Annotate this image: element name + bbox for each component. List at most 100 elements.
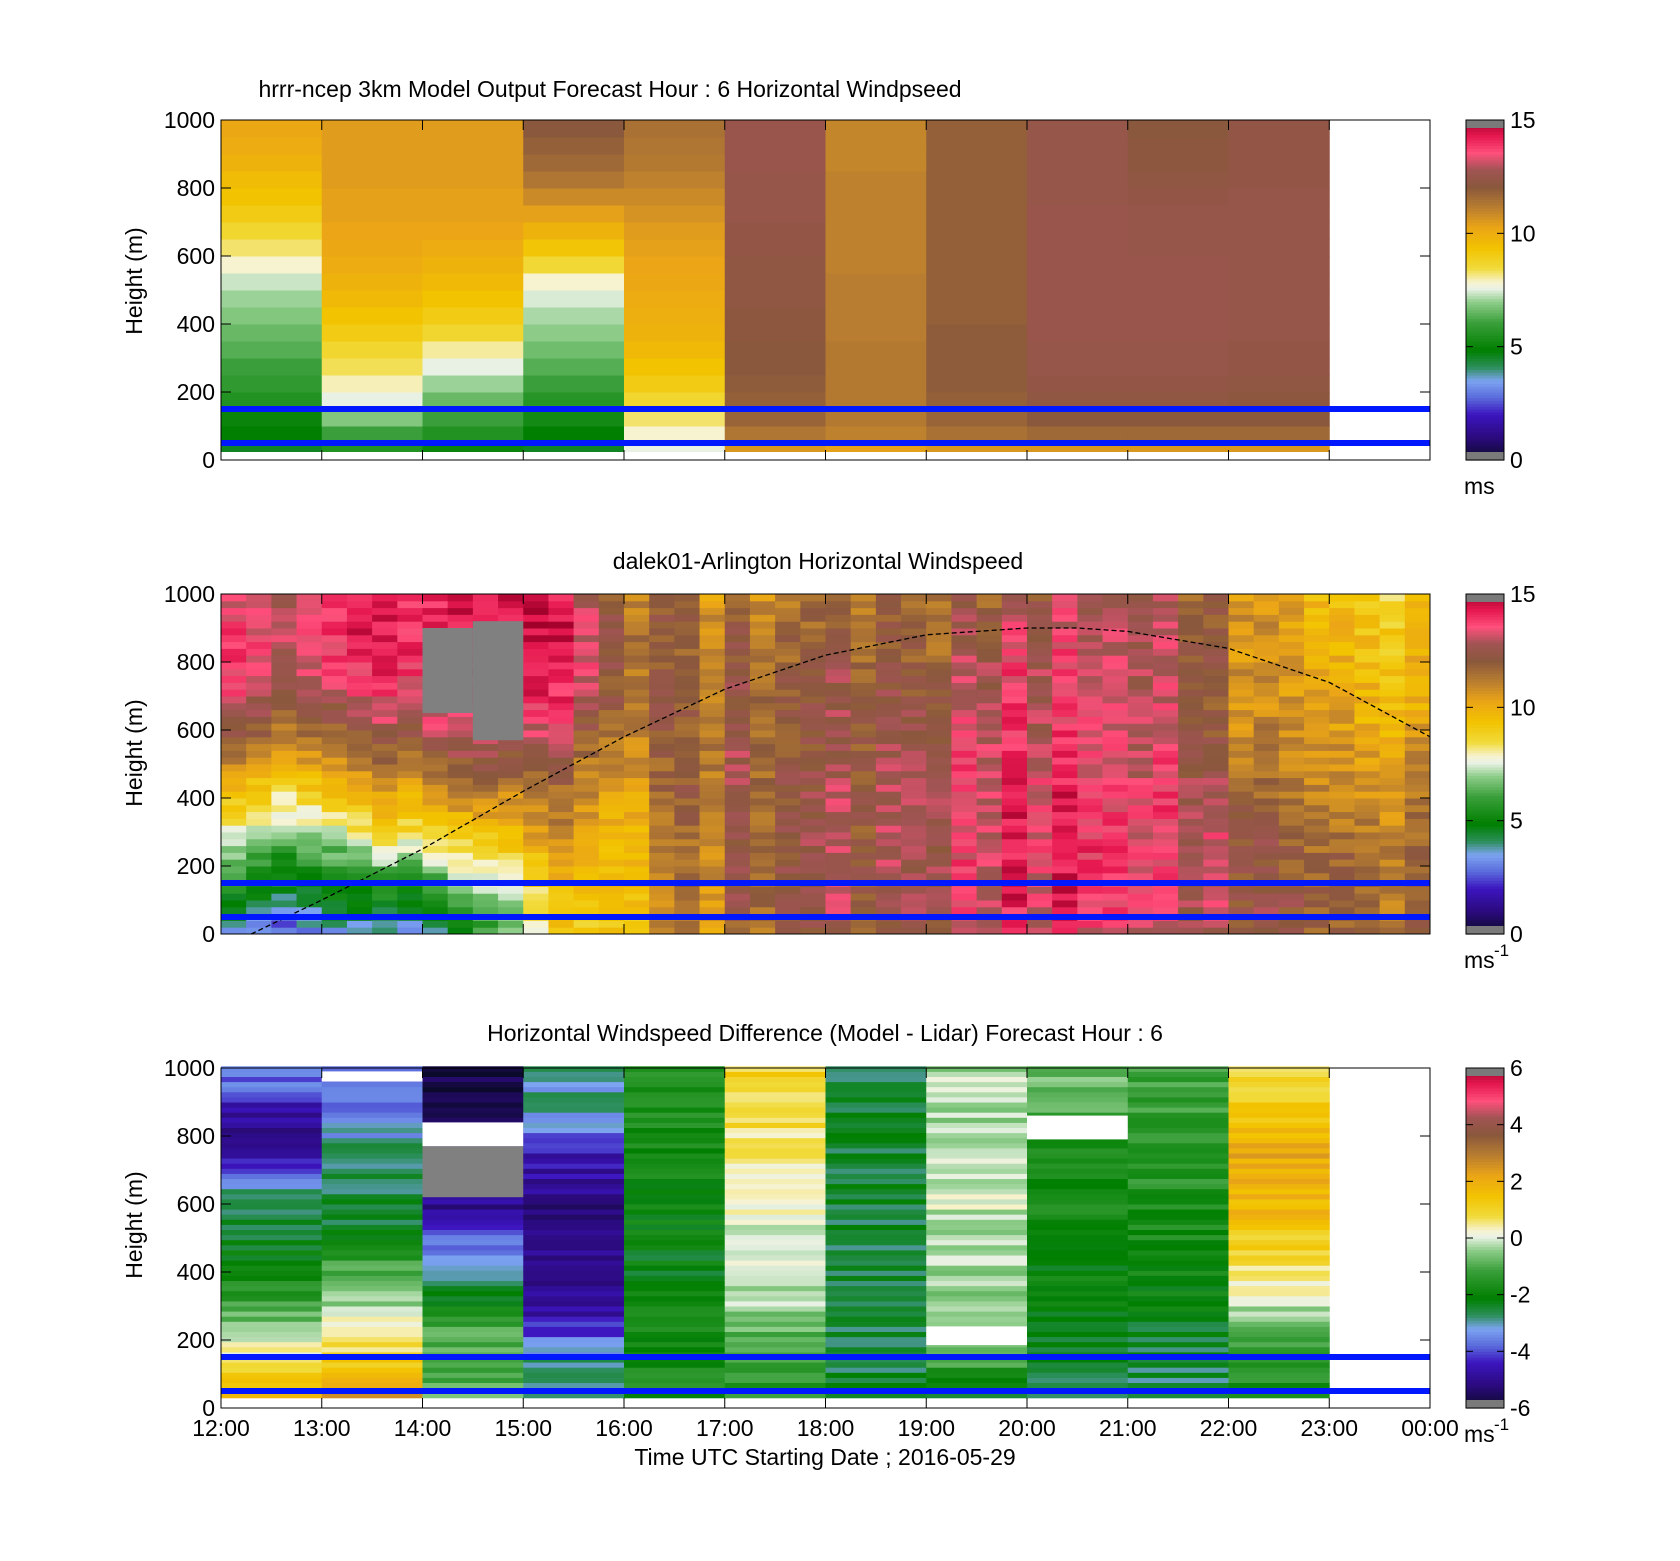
- heatmap-cell: [472, 825, 499, 833]
- heatmap-cell: [422, 1295, 524, 1302]
- heatmap-cell: [624, 443, 726, 452]
- heatmap-cell: [749, 709, 776, 717]
- heatmap-cell: [472, 764, 499, 772]
- heatmap-cell: [1127, 1326, 1229, 1332]
- heatmap-cell: [598, 662, 625, 670]
- heatmap-cell: [825, 675, 852, 683]
- heatmap-cell: [1354, 634, 1381, 643]
- heatmap-cell: [901, 920, 927, 928]
- heatmap-cell: [1127, 770, 1154, 779]
- heatmap-cell: [498, 791, 524, 799]
- heatmap-cell: [1102, 634, 1129, 643]
- heatmap-cell: [221, 1091, 323, 1098]
- heatmap-cell: [1278, 764, 1305, 772]
- heatmap-cell: [321, 256, 423, 274]
- heatmap-cell: [321, 1331, 423, 1338]
- heatmap-cell: [825, 1249, 927, 1256]
- heatmap-cell: [875, 696, 902, 704]
- heatmap-cell: [624, 852, 650, 860]
- heatmap-cell: [674, 743, 701, 751]
- colorbar-segment: [1466, 653, 1504, 657]
- heatmap-cell: [296, 866, 323, 874]
- heatmap-cell: [1077, 906, 1104, 915]
- x-tick-label: 21:00: [1099, 1415, 1157, 1441]
- heatmap-cell: [800, 696, 826, 704]
- heatmap-cell: [724, 1158, 826, 1164]
- heatmap-cell: [1354, 750, 1381, 758]
- heatmap-cell: [674, 791, 701, 799]
- y-tick-label: 800: [177, 649, 215, 675]
- heatmap-cell: [1228, 1306, 1330, 1312]
- heatmap-cell: [523, 358, 625, 376]
- heatmap-cell: [1077, 838, 1104, 847]
- heatmap-cell: [1027, 1341, 1129, 1348]
- heatmap-cell: [1127, 1147, 1229, 1154]
- heatmap-cell: [1228, 736, 1255, 745]
- heatmap-cell: [1127, 341, 1229, 359]
- heatmap-cell: [1001, 845, 1028, 853]
- heatmap-cell: [346, 648, 373, 656]
- heatmap-cell: [321, 205, 423, 223]
- heatmap-cell: [775, 811, 801, 819]
- colorbar-frame: [1465, 593, 1505, 935]
- heatmap-cell: [221, 791, 247, 799]
- heatmap-cell: [1027, 702, 1053, 711]
- heatmap-cell: [724, 1331, 826, 1338]
- heatmap-cell: [825, 1239, 927, 1246]
- heatmap-cell: [1102, 764, 1129, 772]
- heatmap-cell: [649, 696, 675, 704]
- heatmap-cell: [926, 927, 952, 935]
- heatmap-cell: [724, 1311, 826, 1317]
- heatmap-cell: [321, 743, 348, 751]
- heatmap-cell: [749, 818, 776, 826]
- heatmap-cell: [926, 1193, 1028, 1200]
- heatmap-cell: [825, 600, 852, 609]
- heatmap-cell: [1127, 662, 1154, 670]
- heatmap-cell: [296, 628, 323, 636]
- heatmap-cell: [1102, 886, 1129, 894]
- heatmap-cell: [1304, 777, 1330, 785]
- heatmap-cell: [447, 900, 474, 908]
- heatmap-cell: [1027, 1244, 1129, 1251]
- heatmap-cell: [926, 1204, 1028, 1210]
- heatmap-cell: [321, 1163, 423, 1169]
- heatmap-cell: [1001, 838, 1028, 847]
- heatmap-cell: [1304, 770, 1330, 779]
- colorbar-segment: [1466, 287, 1504, 291]
- heatmap-cell: [1379, 743, 1406, 751]
- heatmap-cell: [1102, 845, 1129, 853]
- heatmap-cell: [976, 682, 1003, 690]
- heatmap-cell: [1379, 818, 1406, 826]
- heatmap-cell: [573, 791, 600, 799]
- colorbar-segment: [1466, 647, 1504, 652]
- heatmap-cell: [1152, 927, 1179, 935]
- heatmap-cell: [1127, 1290, 1229, 1297]
- heatmap-cell: [1127, 764, 1154, 772]
- heatmap-cell: [296, 730, 323, 738]
- heatmap-cell: [1027, 205, 1129, 223]
- heatmap-cell: [624, 1362, 726, 1368]
- empty-data-block: [926, 1326, 1027, 1346]
- heatmap-cell: [1253, 886, 1280, 894]
- heatmap-cell: [1152, 614, 1179, 622]
- heatmap-cell: [926, 750, 952, 758]
- heatmap-cell: [1178, 764, 1204, 772]
- heatmap-cell: [1102, 682, 1129, 690]
- heatmap-cell: [1052, 621, 1078, 629]
- heatmap-cell: [221, 392, 323, 410]
- heatmap-cell: [422, 1209, 524, 1215]
- colorbar-segment: [1466, 148, 1504, 152]
- heatmap-cell: [346, 662, 373, 670]
- heatmap-cell: [1228, 1234, 1330, 1241]
- heatmap-cell: [1102, 662, 1129, 670]
- heatmap-cell: [498, 764, 524, 772]
- heatmap-cell: [1228, 1163, 1330, 1169]
- heatmap-cell: [1052, 743, 1078, 751]
- heatmap-cell: [976, 906, 1003, 915]
- heatmap-cell: [1228, 1367, 1330, 1373]
- heatmap-cell: [926, 273, 1028, 291]
- heatmap-cell: [598, 825, 625, 833]
- heatmap-cell: [1354, 872, 1381, 881]
- heatmap-cell: [649, 818, 675, 826]
